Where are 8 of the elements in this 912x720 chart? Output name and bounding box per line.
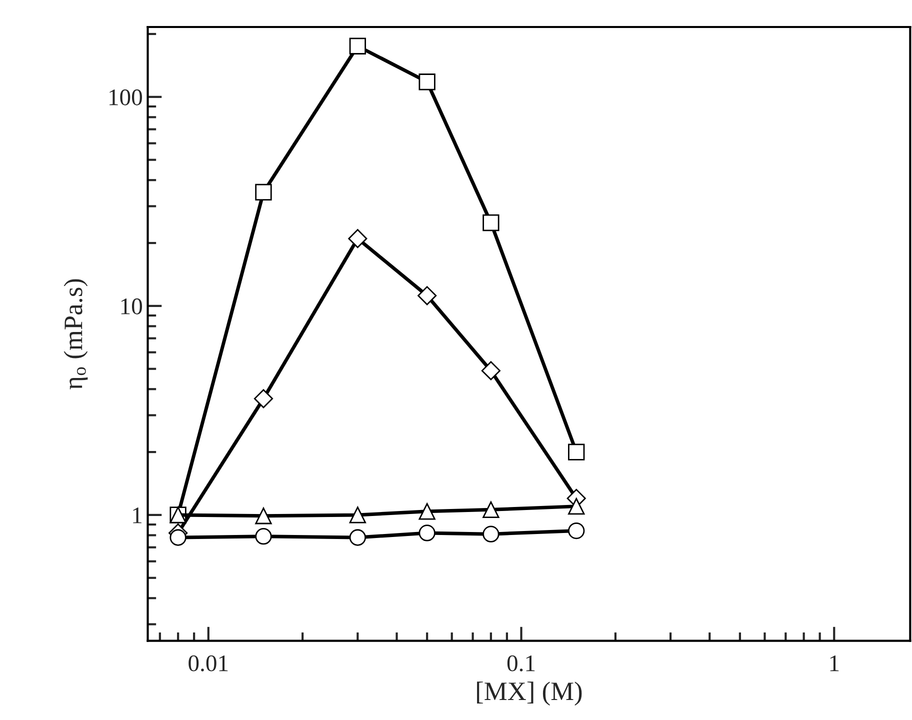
y-tick-label: 100 bbox=[110, 89, 142, 106]
y-tick-label: 1 bbox=[133, 508, 142, 524]
x-axis-title: [MX] (M) bbox=[477, 682, 582, 706]
x-tick-label: 1 bbox=[830, 655, 839, 672]
x-tick-label: 0.01 bbox=[188, 655, 228, 672]
y-tick-label: 10 bbox=[121, 298, 142, 314]
y-axis-title: η$_{o}$ (mPa.s) bbox=[64, 279, 88, 390]
x-tick-label: 0.1 bbox=[507, 655, 535, 672]
